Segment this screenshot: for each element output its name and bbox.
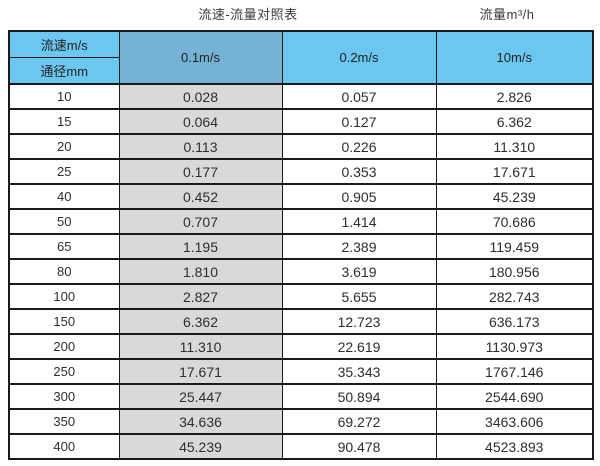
table-row: 40 0.452 0.905 45.239 [8, 183, 594, 210]
value-cell: 1767.146 [435, 358, 594, 385]
flow-unit-label: 流量m³/h [479, 7, 535, 22]
table-row: 150 6.362 12.723 636.173 [8, 308, 594, 335]
value-cell: 35.343 [281, 358, 437, 385]
value-cell: 6.362 [435, 108, 594, 135]
value-cell: 17.671 [118, 358, 283, 385]
header-row-top: 流速m/s 0.1m/s 0.2m/s 10m/s [8, 30, 594, 85]
column-header-10ms: 10m/s [435, 30, 594, 85]
diameter-cell: 100 [8, 283, 120, 310]
table-row: 15 0.064 0.127 6.362 [8, 108, 594, 135]
value-cell: 1.810 [118, 258, 283, 285]
diameter-cell: 300 [8, 383, 120, 410]
value-cell: 17.671 [435, 158, 594, 185]
value-cell: 12.723 [281, 308, 437, 335]
diameter-cell: 350 [8, 408, 120, 435]
value-cell: 34.636 [118, 408, 283, 435]
value-cell: 2.827 [118, 283, 283, 310]
value-cell: 0.177 [118, 158, 283, 185]
table-row: 80 1.810 3.619 180.956 [8, 258, 594, 285]
table-row: 25 0.177 0.353 17.671 [8, 158, 594, 185]
diameter-cell: 50 [8, 208, 120, 235]
diameter-cell: 65 [8, 233, 120, 260]
value-cell: 2.389 [281, 233, 437, 260]
table-row: 20 0.113 0.226 11.310 [8, 133, 594, 160]
table-row: 350 34.636 69.272 3463.606 [8, 408, 594, 435]
table-row: 200 11.310 22.619 1130.973 [8, 333, 594, 360]
table-row: 400 45.239 90.478 4523.893 [8, 433, 594, 460]
diameter-cell: 200 [8, 333, 120, 360]
value-cell: 1.195 [118, 233, 283, 260]
value-cell: 0.707 [118, 208, 283, 235]
corner-velocity-label: 流速m/s [8, 30, 120, 58]
value-cell: 70.686 [435, 208, 594, 235]
diameter-cell: 15 [8, 108, 120, 135]
value-cell: 2544.690 [435, 383, 594, 410]
table-row: 100 2.827 5.655 282.743 [8, 283, 594, 310]
header-row-bottom: 通径mm [8, 57, 593, 85]
table-row: 300 25.447 50.894 2544.690 [8, 383, 594, 410]
flow-rate-table: 流速m/s 0.1m/s 0.2m/s 10m/s 通径mm 10 0.028 0.… [8, 30, 594, 460]
table-row: 65 1.195 2.389 119.459 [8, 233, 594, 260]
value-cell: 11.310 [118, 333, 283, 360]
value-cell: 45.239 [118, 433, 283, 460]
table-header: 流速m/s 0.1m/s 0.2m/s 10m/s 通径mm [8, 30, 594, 85]
value-cell: 5.655 [281, 283, 437, 310]
value-cell: 69.272 [281, 408, 437, 435]
value-cell: 11.310 [435, 133, 594, 160]
diameter-cell: 150 [8, 308, 120, 335]
table-title: 流速-流量对照表 [198, 7, 298, 22]
value-cell: 282.743 [435, 283, 594, 310]
value-cell: 1.414 [281, 208, 437, 235]
value-cell: 0.057 [281, 83, 437, 110]
value-cell: 180.956 [435, 258, 594, 285]
table-row: 50 0.707 1.414 70.686 [8, 208, 594, 235]
table-row: 250 17.671 35.343 1767.146 [8, 358, 594, 385]
diameter-cell: 20 [8, 133, 120, 160]
value-cell: 3.619 [281, 258, 437, 285]
table-body: 10 0.028 0.057 2.826 15 0.064 0.127 6.362 20 0.11… [8, 83, 594, 460]
value-cell: 636.173 [435, 308, 594, 335]
column-header-0-2ms: 0.2m/s [281, 30, 437, 85]
value-cell: 1130.973 [435, 333, 594, 360]
value-cell: 0.127 [281, 108, 437, 135]
value-cell: 0.064 [118, 108, 283, 135]
value-cell: 6.362 [118, 308, 283, 335]
value-cell: 0.226 [281, 133, 437, 160]
diameter-cell: 400 [8, 433, 120, 460]
value-cell: 0.452 [118, 183, 283, 210]
corner-diameter-label: 通径mm [8, 57, 120, 85]
table-row: 10 0.028 0.057 2.826 [8, 83, 594, 110]
column-header-0-1ms: 0.1m/s [118, 30, 283, 85]
value-cell: 45.239 [435, 183, 594, 210]
diameter-cell: 25 [8, 158, 120, 185]
value-cell: 119.459 [435, 233, 594, 260]
diameter-cell: 40 [8, 183, 120, 210]
value-cell: 0.353 [281, 158, 437, 185]
value-cell: 0.905 [281, 183, 437, 210]
value-cell: 4523.893 [435, 433, 594, 460]
diameter-cell: 80 [8, 258, 120, 285]
value-cell: 0.028 [118, 83, 283, 110]
value-cell: 2.826 [435, 83, 594, 110]
value-cell: 3463.606 [435, 408, 594, 435]
value-cell: 25.447 [118, 383, 283, 410]
value-cell: 90.478 [281, 433, 437, 460]
diameter-cell: 10 [8, 83, 120, 110]
value-cell: 50.894 [281, 383, 437, 410]
value-cell: 22.619 [281, 333, 437, 360]
diameter-cell: 250 [8, 358, 120, 385]
value-cell: 0.113 [118, 133, 283, 160]
